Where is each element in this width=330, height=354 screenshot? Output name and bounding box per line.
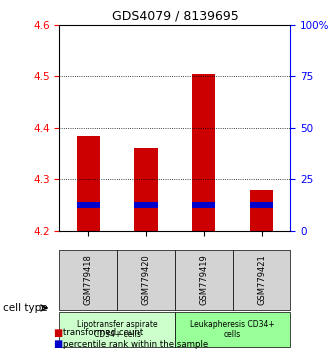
- Text: GSM779418: GSM779418: [84, 254, 93, 305]
- Bar: [192, 74, 215, 231]
- Bar: [250, 201, 273, 208]
- Text: transformed count: transformed count: [63, 328, 143, 337]
- FancyBboxPatch shape: [175, 250, 233, 310]
- Text: GSM779421: GSM779421: [257, 254, 266, 305]
- Text: ■: ■: [53, 328, 62, 338]
- Bar: [192, 201, 215, 208]
- FancyBboxPatch shape: [117, 250, 175, 310]
- Bar: [135, 148, 158, 231]
- FancyBboxPatch shape: [59, 312, 175, 347]
- Text: percentile rank within the sample: percentile rank within the sample: [63, 339, 208, 349]
- FancyBboxPatch shape: [233, 250, 290, 310]
- FancyBboxPatch shape: [175, 312, 290, 347]
- Bar: [77, 136, 100, 231]
- Text: cell type: cell type: [3, 303, 48, 313]
- Text: GSM779420: GSM779420: [142, 254, 150, 305]
- Title: GDS4079 / 8139695: GDS4079 / 8139695: [112, 9, 238, 22]
- Text: Lipotransfer aspirate
CD34+ cells: Lipotransfer aspirate CD34+ cells: [77, 320, 157, 339]
- Text: ■: ■: [53, 339, 62, 349]
- FancyBboxPatch shape: [59, 250, 117, 310]
- Text: GSM779419: GSM779419: [199, 254, 208, 305]
- Bar: [250, 190, 273, 231]
- Bar: [135, 201, 158, 208]
- Bar: [77, 201, 100, 208]
- Text: Leukapheresis CD34+
cells: Leukapheresis CD34+ cells: [190, 320, 275, 339]
